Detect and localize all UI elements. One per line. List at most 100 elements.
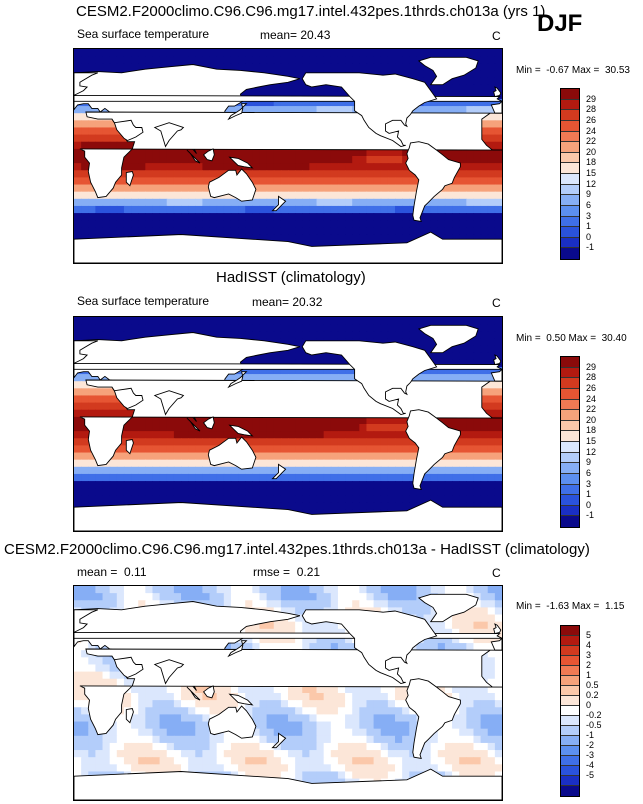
- sst-cell: [466, 700, 475, 708]
- sst-cell: [373, 156, 382, 164]
- sst-cell: [380, 148, 389, 157]
- sst-cell: [166, 473, 175, 482]
- sst-cell: [466, 184, 475, 193]
- sst-cell: [166, 714, 175, 723]
- sst-cell: [223, 213, 232, 221]
- sst-cell: [188, 220, 196, 228]
- sst-cell: [74, 49, 82, 57]
- sst-cell: [259, 452, 268, 461]
- sst-cell: [81, 664, 89, 673]
- sst-cell: [159, 220, 168, 228]
- sst-cell: [245, 473, 253, 482]
- sst-cell: [480, 700, 489, 708]
- sst-cell: [494, 721, 502, 730]
- sst-cell: [309, 593, 318, 601]
- sst-cell: [402, 331, 410, 339]
- sst-cell: [173, 227, 182, 236]
- sst-cell: [288, 424, 296, 432]
- sst-cell: [366, 502, 375, 511]
- sst-cell: [480, 177, 489, 186]
- sst-cell: [337, 693, 346, 701]
- sst-cell: [295, 352, 303, 361]
- sst-cell: [337, 98, 346, 107]
- sst-cell: [473, 593, 482, 601]
- sst-cell: [387, 213, 396, 221]
- sst-cell: [345, 643, 353, 651]
- sst-cell: [359, 331, 368, 339]
- sst-cell: [323, 445, 332, 454]
- sst-cell: [345, 374, 353, 382]
- sst-cell: [337, 359, 346, 368]
- sst-cell: [452, 416, 460, 425]
- sst-cell: [345, 502, 353, 511]
- sst-cell: [238, 317, 246, 325]
- sst-cell: [116, 191, 125, 200]
- sst-cell: [380, 495, 389, 504]
- panel1-colorbar-tick: 6: [586, 199, 592, 210]
- sst-cell: [295, 49, 303, 57]
- sst-cell: [395, 473, 403, 482]
- sst-cell: [159, 714, 168, 723]
- sst-cell: [195, 495, 203, 504]
- sst-cell: [373, 481, 382, 489]
- sst-cell: [373, 452, 382, 461]
- sst-cell: [266, 600, 275, 608]
- sst-cell: [444, 220, 453, 228]
- sst-cell: [352, 728, 360, 737]
- sst-cell: [74, 416, 82, 425]
- sst-cell: [209, 317, 218, 325]
- sst-cell: [423, 338, 432, 347]
- sst-cell: [487, 445, 496, 454]
- sst-cell: [102, 141, 111, 150]
- sst-cell: [195, 177, 203, 186]
- sst-cell: [452, 452, 460, 461]
- sst-cell: [74, 163, 82, 171]
- sst-cell: [316, 184, 325, 193]
- sst-cell: [74, 148, 82, 157]
- sst-cell: [466, 445, 475, 454]
- sst-cell: [295, 445, 303, 454]
- sst-cell: [152, 177, 161, 186]
- sst-cell: [166, 593, 175, 601]
- sst-cell: [223, 227, 232, 236]
- sst-cell: [131, 184, 139, 193]
- sst-cell: [480, 49, 489, 57]
- sst-cell: [195, 156, 203, 164]
- sst-cell: [416, 495, 425, 504]
- sst-cell: [245, 148, 253, 157]
- sst-cell: [494, 445, 502, 454]
- sst-cell: [380, 714, 389, 723]
- sst-cell: [316, 366, 325, 375]
- sst-cell: [223, 600, 232, 608]
- sst-cell: [74, 317, 82, 325]
- sst-cell: [152, 700, 161, 708]
- sst-cell: [316, 317, 325, 325]
- sst-cell: [437, 352, 446, 361]
- sst-cell: [81, 466, 89, 475]
- panel1-colorbar-swatch: [561, 142, 579, 153]
- sst-cell: [173, 693, 182, 701]
- sst-cell: [423, 495, 432, 504]
- sst-cell: [330, 700, 339, 708]
- sst-cell: [131, 331, 139, 339]
- sst-cell: [159, 191, 168, 200]
- sst-cell: [494, 331, 502, 339]
- sst-cell: [266, 148, 275, 157]
- sst-cell: [373, 184, 382, 193]
- sst-cell: [109, 395, 118, 404]
- sst-cell: [387, 317, 396, 325]
- sst-cell: [323, 721, 332, 730]
- sst-cell: [159, 317, 168, 325]
- sst-cell: [295, 607, 303, 616]
- sst-cell: [366, 707, 375, 715]
- sst-cell: [409, 721, 417, 730]
- sst-cell: [295, 502, 303, 511]
- sst-cell: [444, 227, 453, 236]
- sst-cell: [245, 63, 253, 71]
- sst-cell: [302, 693, 310, 701]
- panel1-colorbar-swatch: [561, 184, 579, 196]
- sst-cell: [345, 184, 353, 193]
- sst-cell: [159, 586, 168, 594]
- panel2-colorbar-swatches: [560, 356, 580, 528]
- panel3-mean-value: 0.11: [124, 565, 147, 579]
